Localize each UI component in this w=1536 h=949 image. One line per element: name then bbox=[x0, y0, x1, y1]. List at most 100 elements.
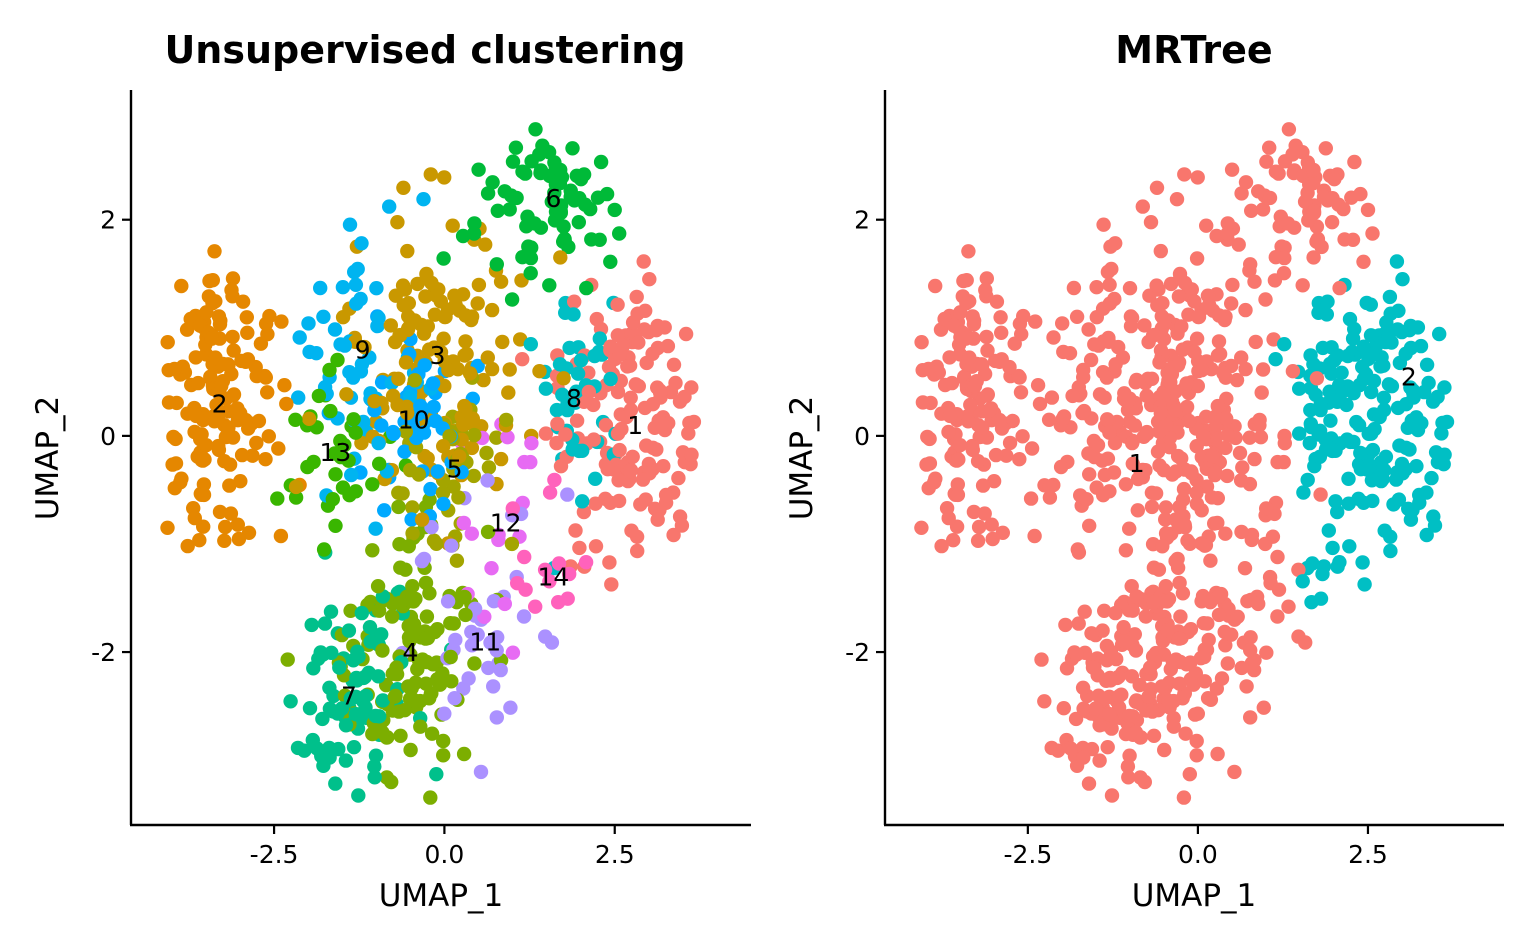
data-point bbox=[1138, 609, 1154, 624]
data-point bbox=[575, 494, 590, 509]
data-point bbox=[1313, 487, 1328, 502]
data-point bbox=[405, 579, 420, 594]
data-point bbox=[1158, 512, 1173, 527]
data-point bbox=[1141, 689, 1156, 704]
data-point bbox=[1270, 609, 1285, 624]
data-point bbox=[301, 316, 316, 331]
data-point bbox=[961, 244, 976, 259]
data-point bbox=[1156, 462, 1172, 478]
data-point bbox=[1395, 272, 1410, 287]
cluster-label-10: 10 bbox=[398, 406, 430, 435]
data-point bbox=[549, 402, 565, 418]
data-point bbox=[225, 329, 240, 345]
data-point bbox=[1201, 297, 1217, 313]
data-point bbox=[1210, 515, 1225, 531]
data-point bbox=[1189, 331, 1205, 346]
data-point bbox=[958, 331, 973, 346]
data-point bbox=[1139, 388, 1154, 403]
data-point bbox=[223, 506, 239, 521]
data-point bbox=[593, 154, 609, 170]
data-point bbox=[1203, 553, 1218, 568]
data-point bbox=[1392, 438, 1407, 453]
data-point bbox=[1149, 278, 1164, 293]
data-point bbox=[445, 218, 460, 233]
data-point bbox=[253, 336, 269, 351]
data-point bbox=[573, 353, 589, 368]
data-point bbox=[316, 542, 332, 557]
data-point bbox=[1013, 385, 1029, 400]
data-point bbox=[403, 313, 418, 329]
data-point bbox=[641, 324, 656, 340]
data-point bbox=[1158, 526, 1174, 541]
data-point bbox=[1142, 660, 1158, 675]
data-point bbox=[576, 504, 592, 520]
data-point bbox=[1311, 427, 1326, 442]
data-point bbox=[467, 427, 482, 443]
data-point bbox=[493, 662, 508, 678]
data-point bbox=[1154, 679, 1170, 694]
data-point bbox=[941, 510, 956, 526]
data-point bbox=[1197, 649, 1212, 665]
data-point bbox=[222, 478, 237, 493]
data-point bbox=[1340, 348, 1356, 364]
data-point bbox=[921, 361, 936, 377]
data-point bbox=[631, 335, 646, 350]
data-point bbox=[1211, 308, 1227, 323]
data-point bbox=[1118, 543, 1134, 558]
data-point bbox=[456, 746, 472, 762]
data-point bbox=[1302, 435, 1318, 451]
data-point bbox=[1306, 357, 1321, 372]
data-point bbox=[1259, 501, 1274, 516]
data-point bbox=[1105, 649, 1120, 664]
data-point bbox=[418, 631, 433, 646]
data-point bbox=[443, 649, 458, 665]
data-point bbox=[1150, 298, 1165, 313]
data-point bbox=[1100, 412, 1115, 427]
data-point bbox=[650, 340, 665, 356]
data-point bbox=[481, 460, 497, 475]
data-point bbox=[684, 447, 699, 462]
data-point bbox=[630, 543, 645, 559]
data-point bbox=[1363, 328, 1379, 343]
data-point bbox=[328, 467, 343, 482]
data-point bbox=[342, 217, 358, 232]
data-point bbox=[1271, 166, 1286, 181]
data-point bbox=[1377, 523, 1392, 538]
data-point bbox=[1189, 485, 1204, 501]
data-point bbox=[354, 357, 370, 372]
data-point bbox=[518, 582, 533, 597]
data-point bbox=[655, 416, 670, 432]
data-point bbox=[1076, 362, 1091, 378]
data-point bbox=[207, 244, 222, 259]
data-point bbox=[1112, 688, 1127, 704]
data-point bbox=[1056, 344, 1071, 360]
data-point bbox=[1327, 353, 1342, 368]
scatter-points-mrtree bbox=[914, 122, 1455, 805]
data-point bbox=[425, 376, 441, 391]
data-point bbox=[413, 719, 428, 734]
data-point bbox=[1409, 459, 1424, 474]
data-point bbox=[1092, 387, 1108, 402]
data-point bbox=[395, 278, 411, 293]
data-point bbox=[317, 616, 333, 631]
data-point bbox=[1168, 553, 1183, 569]
data-point bbox=[279, 396, 294, 412]
data-point bbox=[430, 622, 445, 637]
data-point bbox=[436, 331, 451, 346]
data-point bbox=[277, 378, 292, 393]
data-point bbox=[560, 396, 575, 412]
data-point bbox=[196, 477, 212, 492]
data-point bbox=[980, 343, 995, 358]
data-point bbox=[1258, 536, 1273, 552]
data-point bbox=[1303, 402, 1318, 418]
data-point bbox=[217, 454, 232, 469]
data-point bbox=[374, 627, 389, 642]
data-point bbox=[204, 331, 219, 346]
data-point bbox=[1238, 302, 1253, 318]
data-point bbox=[1353, 462, 1369, 477]
data-point bbox=[1148, 486, 1164, 501]
data-point bbox=[611, 473, 626, 488]
data-point bbox=[1210, 398, 1226, 414]
data-point bbox=[333, 337, 348, 352]
